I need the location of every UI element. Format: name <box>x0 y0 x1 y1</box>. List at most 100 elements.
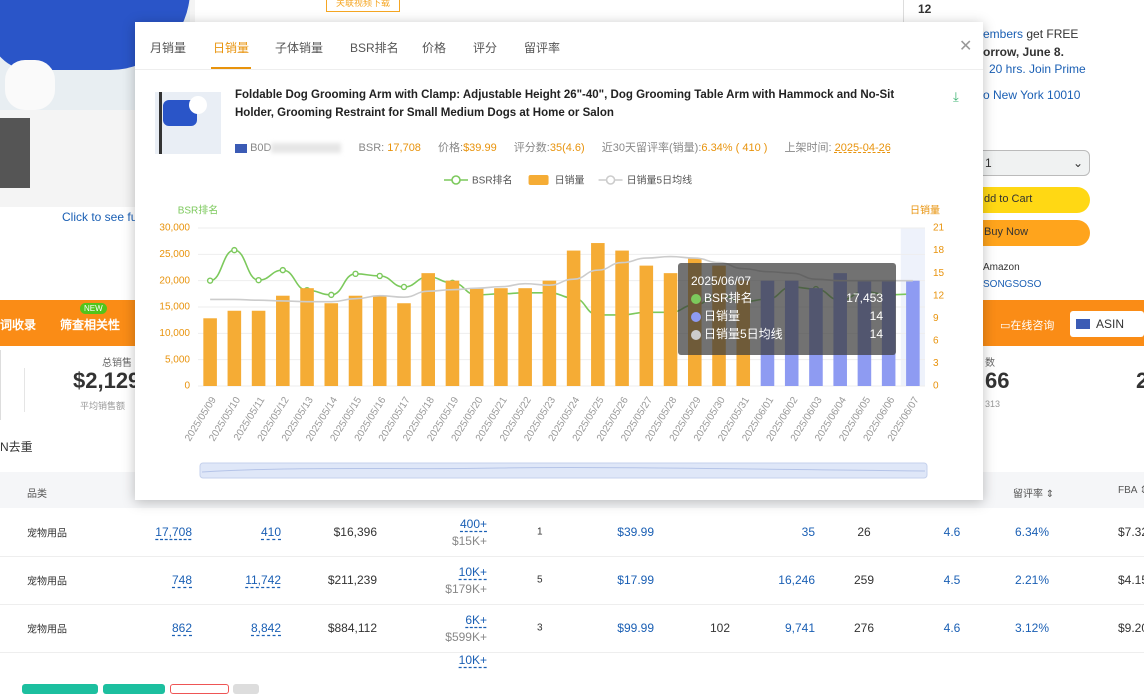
toolbar-item[interactable]: 筛查相关性 <box>60 318 121 332</box>
tab[interactable]: 价格 <box>422 41 447 55</box>
cell: 宠物用品 <box>27 576 67 588</box>
tooltip-value: 14 <box>870 309 884 323</box>
cell: 102 <box>709 621 730 635</box>
header-label: FBA <box>1118 485 1137 496</box>
meta-label: 近30天留评率(销量): <box>601 142 702 154</box>
cell[interactable]: 862 <box>171 621 192 635</box>
cell[interactable]: 410 <box>260 525 281 539</box>
y-tick-label: 15,000 <box>159 302 190 313</box>
tab[interactable]: 月销量 <box>150 41 187 55</box>
tab[interactable]: 留评率 <box>524 41 561 55</box>
cell[interactable]: $99.99 <box>617 621 654 635</box>
consult-label: 在线咨询 <box>1010 320 1055 332</box>
y-tick-label: 30,000 <box>159 223 190 234</box>
legend-label: 日销量 <box>555 174 585 187</box>
legend-swatch <box>451 175 461 185</box>
y-tick-label: 25,000 <box>159 249 190 260</box>
cell[interactable]: 16,246 <box>778 573 815 587</box>
cell[interactable]: 4.5 <box>943 573 961 587</box>
legend-label: BSR排名 <box>472 174 513 187</box>
stat-label: 数 <box>985 358 995 369</box>
tooltip-dot <box>691 294 701 304</box>
cell[interactable]: 10K+ <box>458 653 487 667</box>
tooltip-value: 14 <box>870 327 884 341</box>
cell: $179K+ <box>445 582 487 596</box>
product-title[interactable]: Foldable Dog Grooming Arm with Clamp: Ad… <box>235 89 895 119</box>
text: orrow, June 8. <box>983 45 1064 59</box>
cell[interactable]: 4.6 <box>943 621 961 635</box>
dedupe[interactable]: N去重 <box>0 440 33 454</box>
meta-value: 6.34% ( 410 ) <box>701 142 768 154</box>
bar <box>566 250 581 386</box>
tab-bar: 月销量 日销量 子体销量 BSR排名 价格 评分 留评率 <box>135 22 983 70</box>
location[interactable]: o New York 10010 <box>983 88 1081 102</box>
download-icon[interactable]: ⤓ <box>953 89 959 104</box>
meta-label: 上架时间: <box>784 142 832 154</box>
cell: 5 <box>537 574 543 586</box>
cell: $9.20 <box>1118 621 1144 635</box>
legend-swatch <box>528 175 549 185</box>
product-meta: B0D BSR: 17,708 价格:$39.99 评分数:35(4.6) 近3… <box>235 139 891 155</box>
bar <box>300 288 314 386</box>
header-cell[interactable]: FBA ⇕ <box>1118 485 1144 496</box>
toolbar-item[interactable]: 词收录 <box>0 318 37 332</box>
cell[interactable]: $17.99 <box>617 573 654 587</box>
header-label: 留评率 <box>1013 489 1043 500</box>
y2-tick-label: 3 <box>933 358 939 369</box>
header-cell[interactable]: 留评率 ⇕ <box>1013 489 1055 500</box>
qty: 1 <box>985 156 992 170</box>
cell[interactable]: 17,708 <box>155 525 192 539</box>
cell[interactable]: 2.21% <box>1014 573 1050 587</box>
zoom-preview <box>201 466 926 473</box>
tab[interactable]: 评分 <box>473 41 498 55</box>
bar <box>348 295 363 386</box>
bar <box>397 303 411 386</box>
y-axis-title: BSR排名 <box>178 204 219 217</box>
cell[interactable]: 10K+ <box>458 565 487 579</box>
cell[interactable]: 6.34% <box>1014 525 1050 539</box>
video-download-button[interactable]: 关联视频下载 <box>326 0 400 12</box>
consult[interactable]: ▭在线咨询 <box>1000 320 1055 332</box>
tab[interactable]: 子体销量 <box>275 41 324 55</box>
button[interactable] <box>233 684 259 694</box>
cell[interactable]: 9,741 <box>784 621 815 635</box>
cell[interactable]: 748 <box>171 573 192 587</box>
image-link[interactable]: Click to see fu <box>62 210 138 224</box>
close-button[interactable]: ✕ <box>959 38 973 55</box>
cell[interactable]: 35 <box>801 525 815 539</box>
sales-popup: 月销量 日销量 子体销量 BSR排名 价格 评分 留评率 ✕ Foldable Dog Gr… <box>135 22 983 500</box>
tab[interactable]: 日销量 <box>211 39 252 69</box>
tab[interactable]: BSR排名 <box>350 41 399 55</box>
cell[interactable]: 8,842 <box>250 621 281 635</box>
seller[interactable]: SONGSOSO <box>983 279 1042 290</box>
cell: 宠物用品 <box>27 528 67 540</box>
cell: 3 <box>537 622 543 634</box>
y2-tick-label: 18 <box>933 245 945 256</box>
bar <box>494 288 508 386</box>
y2-tick-label: 21 <box>933 223 945 234</box>
asin: B0D <box>250 142 272 154</box>
point <box>206 277 214 284</box>
point <box>231 246 238 254</box>
cell[interactable]: 6K+ <box>465 613 487 627</box>
link[interactable]: Join Prime <box>1029 62 1086 76</box>
stat-value: $2,129 <box>73 368 141 393</box>
bar <box>663 273 678 386</box>
product-thumb <box>155 92 221 154</box>
button[interactable] <box>103 684 165 694</box>
cell[interactable]: 11,742 <box>245 573 281 587</box>
button[interactable] <box>22 684 98 694</box>
link[interactable]: embers <box>983 27 1024 41</box>
cell[interactable]: 400+ <box>459 517 487 531</box>
cell[interactable]: 4.6 <box>943 525 961 539</box>
cell[interactable]: $39.99 <box>617 525 654 539</box>
point <box>328 291 335 299</box>
point <box>400 283 408 291</box>
seller: Amazon <box>983 262 1020 273</box>
y2-tick-label: 9 <box>933 313 939 324</box>
cell[interactable]: 3.12% <box>1014 621 1050 635</box>
meta-value: $39.99 <box>463 142 497 154</box>
asin-select[interactable]: ASIN <box>1070 311 1144 337</box>
